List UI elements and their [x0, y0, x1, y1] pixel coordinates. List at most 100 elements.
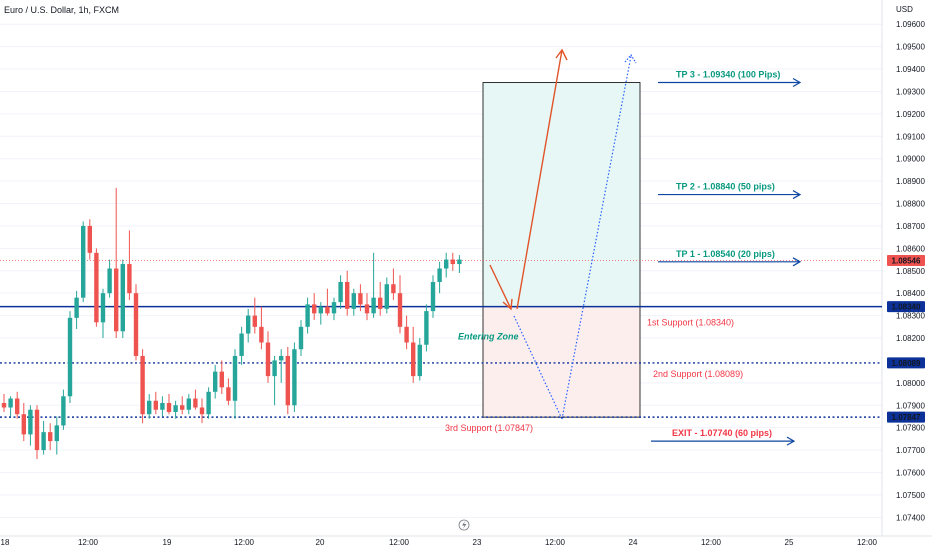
line-price-badge-1: 1.08340: [887, 301, 925, 313]
candle: [8, 396, 13, 417]
candle: [173, 400, 178, 419]
candle-body: [358, 293, 363, 305]
candle-body: [404, 326, 409, 343]
take-profit-1: TP 1 - 1.08540 (20 pips): [658, 249, 802, 267]
candle: [180, 396, 185, 415]
orange-arrow-up: [516, 49, 563, 310]
line-price-badge-2: 1.08089: [887, 357, 925, 369]
candle-body: [298, 326, 304, 350]
candle: [384, 277, 389, 314]
candle-body: [81, 225, 86, 298]
candle: [213, 364, 218, 399]
candle: [246, 308, 251, 343]
candle-body: [133, 293, 139, 356]
candle-body: [21, 414, 26, 435]
take-profit-2: TP 2 - 1.08840 (50 pips): [658, 182, 802, 200]
candle: [87, 219, 92, 260]
candle-body: [430, 281, 436, 312]
y-tick-label: 1.08400: [896, 289, 925, 298]
candle: [34, 405, 40, 460]
x-tick-label: 12:00: [234, 538, 255, 547]
y-tick-label: 1.08600: [896, 244, 925, 253]
dotted-projection: [513, 53, 637, 420]
x-tick-label: 12:00: [857, 538, 878, 547]
y-tick-label: 1.08000: [896, 379, 925, 388]
candle-body: [34, 409, 40, 451]
candle: [430, 275, 436, 318]
candle-body: [378, 297, 383, 309]
candle-body: [371, 297, 376, 314]
candle: [404, 315, 409, 350]
price-badge-bg: [887, 357, 925, 369]
candle-body: [325, 306, 330, 314]
candle: [226, 378, 231, 406]
candle: [199, 398, 205, 424]
candle-body: [213, 371, 218, 392]
price-badge-bg: [887, 254, 925, 266]
candle: [21, 403, 26, 442]
chart-header: Euro / U.S. Dollar, 1h, FXCM: [4, 5, 119, 15]
orange-arrow-down-head: [502, 298, 513, 311]
candle-body: [15, 398, 20, 415]
y-tick-label: 1.09600: [896, 20, 925, 29]
price-badge-label: 1.08546: [892, 256, 921, 265]
candle: [338, 275, 343, 309]
dotted-arrow-down: [513, 315, 563, 420]
y-tick-label: 1.07700: [896, 446, 925, 455]
candle: [397, 275, 403, 334]
y-tick-label: 1.09300: [896, 87, 925, 96]
candle-body: [391, 284, 396, 294]
candle-body: [193, 398, 198, 408]
price-badge-label: 1.08340: [892, 303, 921, 312]
price-badge-bg: [887, 411, 925, 423]
candle-body: [457, 259, 462, 265]
profit-zone: [483, 82, 640, 307]
candle-body: [364, 304, 370, 314]
y-tick-label: 1.09200: [896, 110, 925, 119]
candle: [41, 420, 46, 455]
candle: [312, 293, 317, 321]
candle: [114, 187, 119, 339]
candle: [133, 284, 139, 361]
x-tick-label: 18: [1, 538, 10, 547]
target-arrow-head: [792, 257, 802, 267]
candle: [193, 389, 198, 410]
candle-body: [48, 432, 53, 442]
candle-body: [397, 293, 403, 327]
candle-body: [147, 400, 152, 415]
lightning-icon-circle: [458, 519, 470, 531]
candle: [391, 268, 396, 300]
x-tick-label: 20: [316, 538, 325, 547]
candle: [417, 338, 422, 381]
candle-body: [239, 333, 244, 356]
candle: [107, 259, 112, 298]
candle-body: [265, 342, 271, 377]
lightning-icon: [458, 519, 470, 531]
candle: [272, 355, 277, 406]
candle: [252, 297, 257, 334]
entering-zone-label: Entering Zone: [458, 332, 519, 342]
candle: [450, 252, 455, 271]
y-tick-label: 1.08500: [896, 267, 925, 276]
candle-body: [114, 268, 119, 332]
candle: [15, 391, 20, 419]
candle: [67, 311, 73, 404]
lightning-icon-bolt: [462, 521, 467, 529]
x-tick-label: 19: [163, 538, 172, 547]
candle: [437, 261, 442, 294]
candle: [81, 221, 86, 303]
x-tick-label: 12:00: [701, 538, 722, 547]
candle-body: [331, 302, 337, 314]
target-label: TP 2 - 1.08840 (50 pips): [676, 182, 775, 192]
candle: [351, 288, 356, 316]
candle-body: [285, 355, 290, 406]
candle-body: [226, 387, 231, 401]
y-tick-label: 1.07600: [896, 468, 925, 477]
candle-body: [305, 304, 310, 327]
candle-body: [180, 405, 185, 410]
line-price-badge-3: 1.07847: [887, 411, 925, 423]
x-tick-label: 24: [629, 538, 638, 547]
y-tick-label: 1.09500: [896, 43, 925, 52]
y-tick-label: 1.08800: [896, 200, 925, 209]
